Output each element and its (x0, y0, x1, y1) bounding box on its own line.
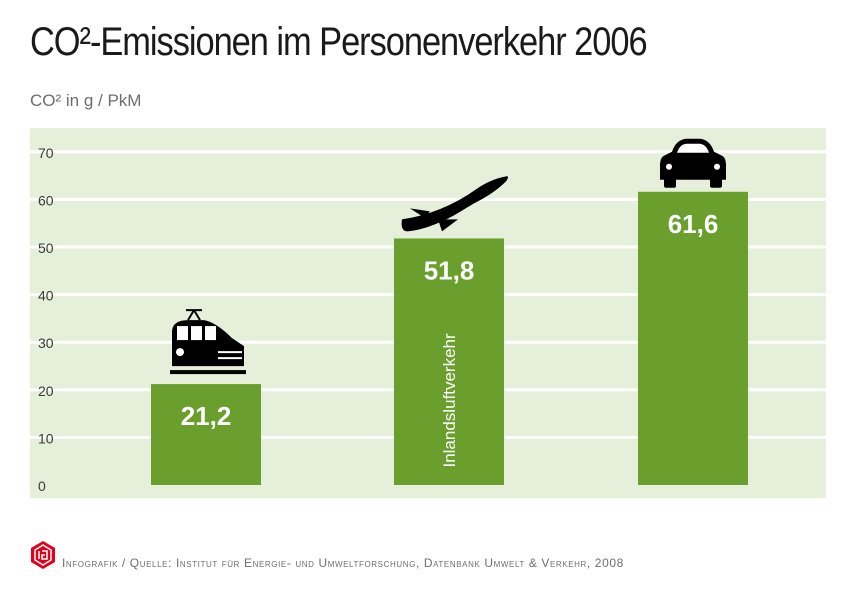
chart-title: CO²-Emissionen im Personenverkehr 2006 (30, 20, 648, 64)
category-icons (170, 138, 726, 375)
train-icon (170, 309, 246, 375)
source-note: Infografik / Quelle: Institut für Energi… (62, 556, 624, 570)
y-tick-label: 70 (38, 145, 54, 161)
bar (394, 238, 504, 485)
y-tick-label: 20 (38, 383, 54, 399)
bar-value-label: 51,8 (424, 255, 475, 285)
bars: 21,2 51,8 Inlandsluftverkehr 61,6 (151, 191, 748, 485)
car-icon (660, 138, 726, 188)
bar-value-label: 61,6 (668, 209, 719, 239)
y-tick-label: 50 (38, 240, 54, 256)
plane-icon (401, 176, 508, 232)
bar-chart: 0 10 20 30 40 50 60 70 21,2 51,8 Inlandsluftverke… (30, 128, 826, 498)
y-tick-label: 10 (38, 430, 54, 446)
footer: Infografik / Quelle: Institut für Energi… (30, 540, 820, 580)
y-tick-label: 30 (38, 335, 54, 351)
bar-value-label: 21,2 (181, 401, 232, 431)
y-tick-label: 0 (38, 478, 46, 494)
bar (151, 384, 261, 485)
y-axis-unit-label: CO² in g / PkM (30, 91, 142, 110)
y-tick-label: 60 (38, 192, 54, 208)
ig-metall-logo-icon (31, 541, 55, 569)
bar-inner-label: Inlandsluftverkehr (440, 333, 459, 468)
y-axis-ticks: 0 10 20 30 40 50 60 70 (38, 145, 54, 494)
bar (638, 191, 748, 485)
y-tick-label: 40 (38, 288, 54, 304)
